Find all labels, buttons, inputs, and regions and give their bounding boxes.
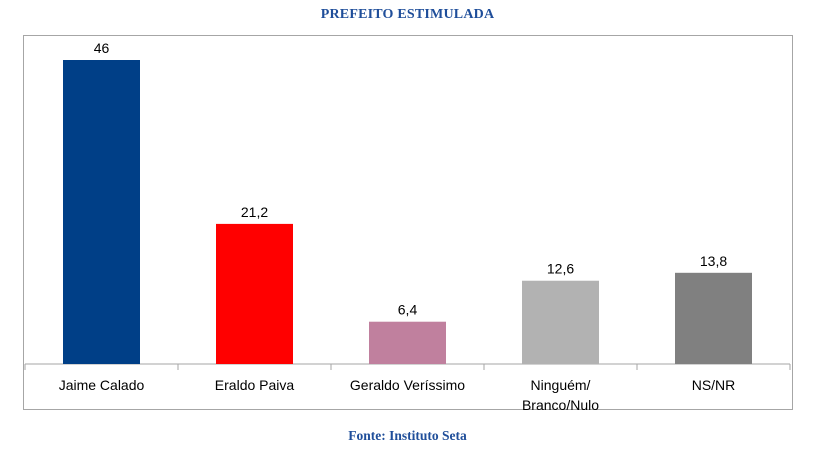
- bar-value-label: 21,2: [241, 204, 268, 220]
- bar-value-label: 6,4: [398, 302, 418, 318]
- bar: [675, 272, 752, 364]
- bar: [522, 280, 599, 364]
- bar: [369, 321, 446, 364]
- bar-value-label: 12,6: [547, 261, 574, 277]
- chart-source: Fonte: Instituto Seta: [348, 428, 467, 443]
- bar-value-label: 13,8: [700, 253, 727, 269]
- category-label: Geraldo Veríssimo: [350, 377, 465, 393]
- category-label: NS/NR: [692, 377, 736, 393]
- bar: [216, 223, 293, 364]
- category-label: Eraldo Paiva: [215, 377, 295, 393]
- chart-frame: [23, 35, 793, 410]
- bar: [63, 60, 140, 364]
- category-label: Ninguém/: [531, 377, 591, 393]
- category-label: Branco/Nulo: [522, 397, 599, 413]
- category-label: Jaime Calado: [59, 377, 145, 393]
- chart-title: PREFEITO ESTIMULADA: [320, 7, 495, 22]
- bar-value-label: 46: [94, 40, 110, 56]
